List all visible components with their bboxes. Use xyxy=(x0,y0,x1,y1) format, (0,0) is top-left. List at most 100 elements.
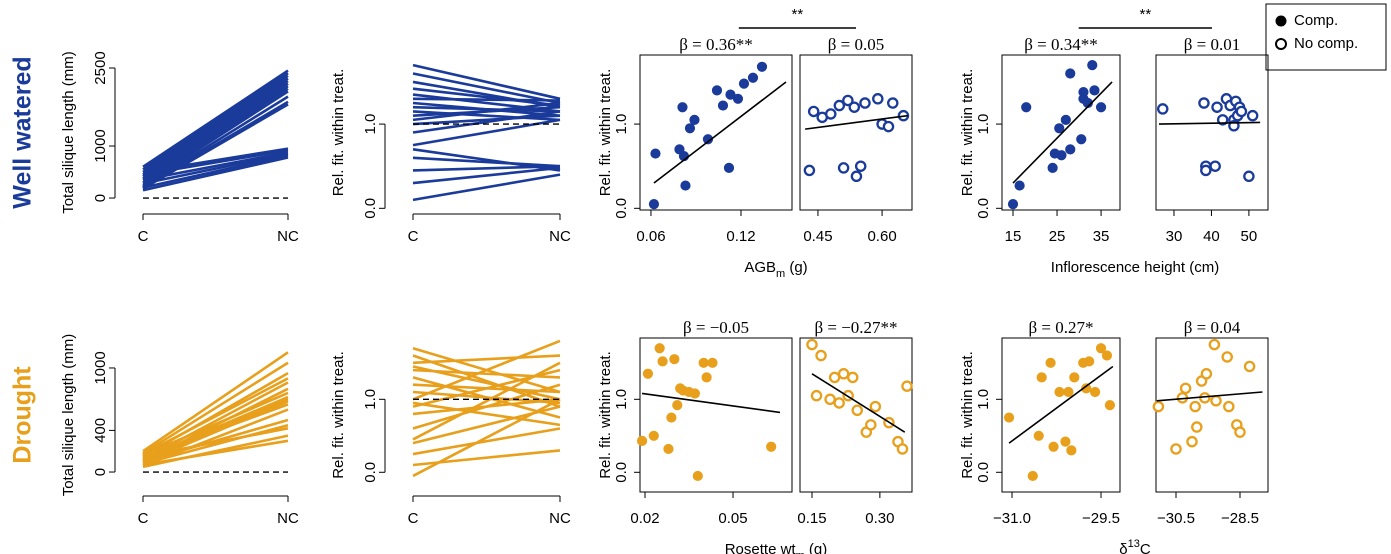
point xyxy=(1243,170,1255,183)
point xyxy=(669,354,680,365)
x-axis-title: δ13C xyxy=(1119,538,1151,554)
point xyxy=(833,397,845,409)
point xyxy=(1056,150,1067,161)
slope-line xyxy=(412,354,561,365)
slope-line xyxy=(412,72,561,105)
slope-line xyxy=(412,105,561,113)
point xyxy=(732,93,744,104)
point xyxy=(1060,436,1071,447)
point xyxy=(756,61,768,72)
y-tick-label: 0.0 xyxy=(975,462,992,483)
point xyxy=(1179,382,1192,395)
point xyxy=(1065,144,1076,155)
fit-line xyxy=(1158,121,1261,125)
point xyxy=(851,404,863,417)
point xyxy=(654,343,665,354)
point xyxy=(837,368,850,380)
panel-box xyxy=(799,54,913,211)
point xyxy=(657,356,668,367)
x-tick-label: 0.45 xyxy=(803,228,832,245)
point xyxy=(828,371,841,384)
y-axis-title: Rel. fit. within treat. xyxy=(330,351,347,479)
point xyxy=(901,380,913,392)
point xyxy=(1191,421,1203,433)
slope-line xyxy=(412,427,561,456)
y-axis-title: Rel. fit. within treat. xyxy=(597,69,614,197)
slope-line xyxy=(412,114,561,126)
slope-line xyxy=(142,69,289,168)
point xyxy=(698,357,709,368)
point xyxy=(806,338,818,351)
x-tick-label: −29.5 xyxy=(1082,510,1120,527)
x-tick-label: −30.5 xyxy=(1157,510,1195,527)
x-tick-label: C xyxy=(138,510,149,527)
annotation: β = −0.27** xyxy=(814,318,897,337)
slope-line xyxy=(142,403,289,459)
point xyxy=(1033,430,1044,441)
point xyxy=(859,97,871,109)
point xyxy=(896,443,909,455)
x-tick-label: 0.02 xyxy=(630,510,659,527)
legend-label: No comp. xyxy=(1294,35,1358,52)
slope-line xyxy=(412,361,561,441)
point xyxy=(1063,386,1074,398)
slope-line xyxy=(142,72,289,171)
row-label: Well watered xyxy=(9,56,37,208)
fit-line xyxy=(1008,365,1114,444)
slope-line xyxy=(142,154,289,189)
x-tick-label: NC xyxy=(277,228,299,245)
x-axis-title-sup: 13 xyxy=(1128,538,1140,550)
y-tick-label: 1.0 xyxy=(975,389,992,410)
point xyxy=(666,412,677,423)
point xyxy=(882,120,895,133)
fit-line xyxy=(811,373,906,433)
x-tick-label: 35 xyxy=(1093,228,1110,245)
panel-box xyxy=(1001,54,1121,211)
slope-line xyxy=(142,423,289,465)
point xyxy=(1152,400,1165,413)
x-tick-label: −31.0 xyxy=(993,510,1031,527)
y-axis-title: Rel. fit. within treat. xyxy=(330,69,347,197)
x-tick-label: −28.5 xyxy=(1221,510,1259,527)
point xyxy=(803,164,816,177)
point xyxy=(1208,338,1221,351)
point xyxy=(738,78,750,89)
slope-line xyxy=(142,82,289,180)
x-axis-title-text: Rosette wt xyxy=(725,541,797,554)
point xyxy=(1200,368,1213,380)
slope-line xyxy=(412,401,561,427)
y-axis-title: Rel. fit. within treat. xyxy=(959,69,976,197)
point xyxy=(1235,105,1248,118)
point xyxy=(1156,103,1169,115)
point xyxy=(701,372,712,383)
row-label: Drought xyxy=(9,366,37,464)
point xyxy=(1101,350,1113,361)
slope-line xyxy=(142,381,289,461)
point xyxy=(854,160,867,172)
slope-line xyxy=(142,79,289,178)
point xyxy=(672,400,683,411)
slope-line xyxy=(142,77,289,176)
point xyxy=(1087,60,1098,71)
point xyxy=(1027,470,1038,482)
point xyxy=(717,100,729,111)
x-axis-title-text: δ xyxy=(1119,541,1127,554)
point xyxy=(865,419,877,431)
slope-line xyxy=(142,156,289,192)
y-tick-label: 0.0 xyxy=(362,198,379,219)
point xyxy=(1186,435,1198,448)
point xyxy=(663,443,674,455)
point xyxy=(677,102,688,113)
point xyxy=(850,170,863,183)
point xyxy=(833,99,846,112)
annotation: β = 0.36** xyxy=(679,35,753,54)
x-tick-label: C xyxy=(408,510,419,527)
x-tick-label: 40 xyxy=(1203,228,1220,245)
slope-line xyxy=(412,110,561,122)
point xyxy=(689,388,700,399)
significance-label: ** xyxy=(1140,6,1152,23)
point xyxy=(1209,160,1221,172)
slope-line xyxy=(412,383,561,430)
point xyxy=(1054,123,1065,134)
point xyxy=(680,180,691,191)
